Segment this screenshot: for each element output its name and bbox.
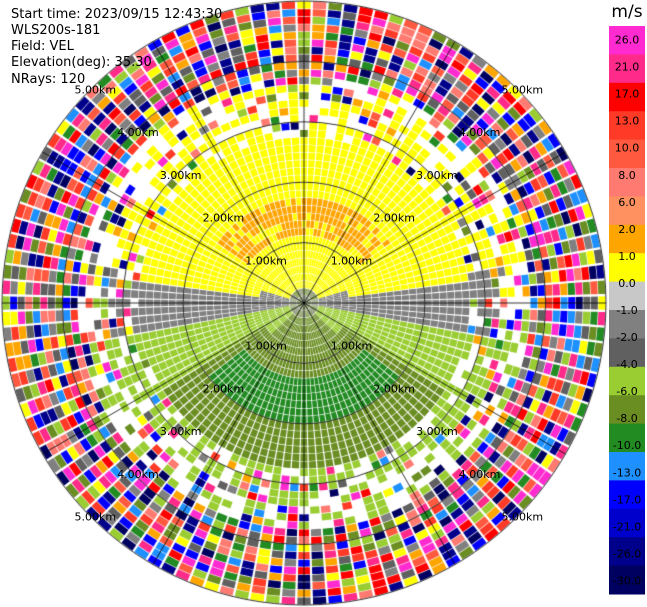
- range-ring-label: 4.00km: [117, 126, 159, 139]
- start-time-label: Start time: 2023/09/15 12:43:30: [11, 7, 223, 22]
- colorbar-tick-label: 21.0: [615, 61, 640, 74]
- colorbar-tick-label: -6.0: [616, 385, 637, 398]
- colorbar-tick-label: -2.0: [616, 331, 637, 344]
- colorbar-swatch: [609, 281, 645, 311]
- range-ring-label: 5.00km: [502, 511, 544, 524]
- range-ring-label: 5.00km: [502, 84, 544, 97]
- range-ring-label: 4.00km: [459, 468, 501, 481]
- colorbar-tick-label: -17.0: [613, 493, 641, 506]
- colorbar-swatch: [609, 82, 645, 112]
- range-ring-label: 4.00km: [459, 126, 501, 139]
- nrays-label: NRays: 120: [11, 72, 86, 87]
- colorbar-tick-label: 1.0: [618, 250, 636, 263]
- colorbar-swatch: [609, 537, 645, 567]
- colorbar-tick-label: -4.0: [616, 358, 637, 371]
- colorbar-tick-label: -13.0: [613, 466, 641, 479]
- range-ring-label: 2.00km: [203, 212, 245, 225]
- range-ring-label: 1.00km: [245, 340, 287, 353]
- colorbar-swatch: [609, 366, 645, 396]
- colorbar-swatch: [609, 423, 645, 453]
- range-ring-label: 1.00km: [331, 254, 373, 267]
- range-ring-label: 5.00km: [75, 84, 117, 97]
- colorbar-swatch: [609, 338, 645, 368]
- colorbar-tick-label: 26.0: [615, 34, 640, 47]
- range-ring-label: 1.00km: [245, 254, 287, 267]
- colorbar-tick-label: 8.0: [618, 169, 636, 182]
- colorbar-swatch: [609, 168, 645, 197]
- colorbar-swatch: [609, 480, 645, 510]
- colorbar-tick-label: 0.0: [618, 277, 636, 290]
- colorbar-swatch: [609, 139, 645, 169]
- colorbar-swatch: [609, 196, 645, 226]
- colorbar-tick-label: 6.0: [618, 196, 636, 209]
- elevation-label: Elevation(deg): 35.30: [11, 55, 152, 70]
- colorbar-swatch: [609, 111, 645, 141]
- colorbar-swatch: [609, 452, 645, 481]
- range-ring-label: 3.00km: [416, 425, 458, 438]
- range-ring-label: 1.00km: [331, 340, 373, 353]
- colorbar-tick-label: -26.0: [613, 547, 641, 560]
- range-ring-label: 4.00km: [117, 468, 159, 481]
- colorbar-tick-label: 17.0: [615, 88, 640, 101]
- colorbar-tick-label: 2.0: [618, 223, 636, 236]
- field-label: Field: VEL: [11, 39, 74, 54]
- range-ring-label: 3.00km: [416, 169, 458, 182]
- colorbar-tick-label: -10.0: [613, 439, 641, 452]
- colorbar-swatch: [609, 26, 645, 55]
- colorbar-swatch: [609, 565, 645, 595]
- range-ring-label: 2.00km: [203, 382, 245, 395]
- colorbar-unit: m/s: [611, 2, 642, 22]
- colorbar-tick-label: -1.0: [616, 304, 637, 317]
- colorbar-tick-label: -8.0: [616, 412, 637, 425]
- colorbar-tick-label: 13.0: [615, 115, 640, 128]
- range-ring-label: 3.00km: [160, 425, 202, 438]
- range-ring-label: 3.00km: [160, 169, 202, 182]
- colorbar-tick-label: -21.0: [613, 520, 641, 533]
- site-label: WLS200s-181: [11, 23, 101, 38]
- colorbar-swatch: [609, 224, 645, 254]
- colorbar-swatch: [609, 310, 645, 339]
- colorbar-swatch: [609, 253, 645, 283]
- colorbar-swatch: [609, 508, 645, 538]
- colorbar-swatch: [609, 54, 645, 84]
- colorbar-tick-label: -30.0: [613, 575, 641, 588]
- range-ring-label: 5.00km: [75, 511, 117, 524]
- colorbar-swatch: [609, 395, 645, 425]
- range-ring-label: 2.00km: [373, 212, 415, 225]
- colorbar-tick-label: 10.0: [615, 142, 640, 155]
- range-ring-label: 2.00km: [373, 382, 415, 395]
